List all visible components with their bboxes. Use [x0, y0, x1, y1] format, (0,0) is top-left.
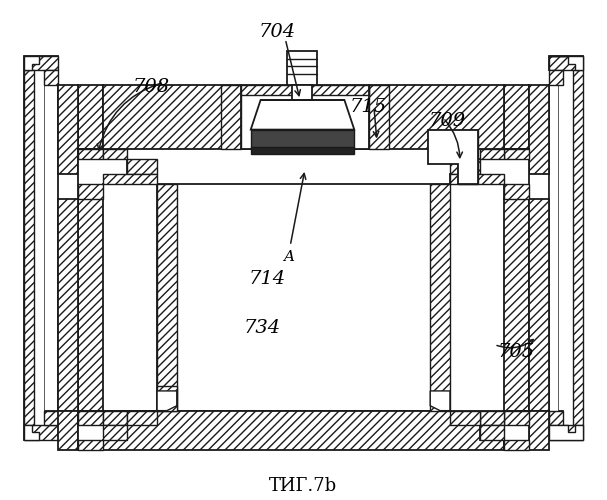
Text: 704: 704: [259, 23, 296, 41]
Polygon shape: [58, 410, 78, 450]
Polygon shape: [157, 184, 177, 410]
Polygon shape: [251, 148, 354, 154]
Polygon shape: [78, 150, 157, 198]
Polygon shape: [24, 56, 58, 70]
Polygon shape: [504, 198, 529, 410]
Text: 714: 714: [249, 270, 286, 287]
Polygon shape: [78, 184, 103, 198]
Polygon shape: [78, 85, 103, 150]
Polygon shape: [78, 410, 157, 450]
Polygon shape: [251, 100, 354, 130]
Polygon shape: [78, 440, 103, 450]
Bar: [292, 85, 312, 100]
Polygon shape: [44, 410, 58, 426]
Polygon shape: [529, 85, 549, 174]
Polygon shape: [549, 410, 563, 426]
Polygon shape: [127, 159, 157, 174]
Polygon shape: [369, 85, 389, 150]
Text: 709: 709: [429, 112, 466, 130]
Polygon shape: [450, 159, 480, 174]
Polygon shape: [504, 184, 529, 198]
Bar: [157, 184, 450, 410]
Polygon shape: [157, 386, 177, 410]
Polygon shape: [78, 150, 103, 159]
Text: ΤИГ.7b: ΤИГ.7b: [269, 476, 337, 494]
Polygon shape: [504, 85, 529, 150]
Polygon shape: [529, 410, 549, 450]
Polygon shape: [430, 391, 450, 410]
Polygon shape: [549, 56, 583, 70]
Polygon shape: [103, 410, 127, 426]
Polygon shape: [480, 150, 504, 159]
Polygon shape: [549, 56, 583, 70]
Polygon shape: [103, 410, 504, 450]
Polygon shape: [24, 426, 39, 440]
Polygon shape: [103, 85, 504, 150]
Polygon shape: [44, 70, 58, 85]
Polygon shape: [504, 440, 529, 450]
Bar: [34, 70, 44, 426]
Polygon shape: [458, 148, 478, 184]
Polygon shape: [549, 426, 583, 440]
Polygon shape: [78, 410, 103, 426]
Polygon shape: [24, 56, 58, 440]
Polygon shape: [241, 85, 369, 95]
Polygon shape: [573, 70, 583, 426]
Polygon shape: [78, 198, 103, 410]
Polygon shape: [429, 130, 478, 148]
Polygon shape: [504, 150, 529, 159]
Polygon shape: [24, 426, 58, 440]
Polygon shape: [549, 56, 583, 440]
Polygon shape: [429, 130, 478, 184]
Polygon shape: [504, 410, 529, 426]
Polygon shape: [450, 150, 529, 198]
Text: 734: 734: [244, 319, 281, 337]
Polygon shape: [103, 174, 157, 184]
Polygon shape: [529, 198, 549, 410]
Text: 715: 715: [350, 98, 387, 116]
Text: 708: 708: [132, 78, 169, 96]
Polygon shape: [480, 426, 504, 440]
Polygon shape: [127, 410, 157, 426]
Polygon shape: [58, 198, 78, 410]
Polygon shape: [549, 426, 583, 440]
Polygon shape: [480, 410, 529, 450]
Polygon shape: [24, 56, 39, 70]
Polygon shape: [58, 85, 78, 174]
Polygon shape: [549, 70, 563, 85]
Bar: [287, 50, 317, 85]
Polygon shape: [221, 85, 241, 150]
Polygon shape: [430, 184, 450, 410]
Polygon shape: [103, 426, 127, 440]
Polygon shape: [24, 70, 34, 426]
Text: 705: 705: [497, 342, 534, 360]
Polygon shape: [251, 130, 354, 150]
Text: A: A: [283, 250, 294, 264]
Polygon shape: [450, 410, 480, 426]
Polygon shape: [157, 391, 177, 410]
Bar: [549, 70, 558, 426]
Polygon shape: [103, 150, 127, 159]
Bar: [241, 85, 369, 150]
Polygon shape: [480, 410, 504, 426]
Polygon shape: [450, 174, 504, 184]
